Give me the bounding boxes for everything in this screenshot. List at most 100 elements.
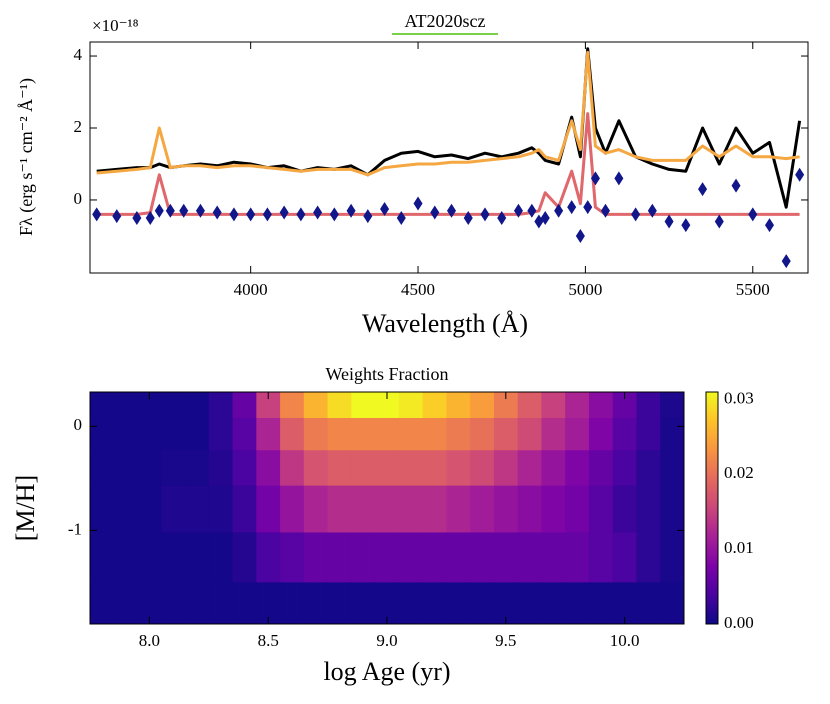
diamond-marker	[363, 209, 373, 224]
diamond-marker	[112, 209, 122, 224]
heatmap-cell	[303, 450, 329, 487]
heatmap-cell	[161, 450, 186, 487]
diamond-marker	[179, 203, 189, 218]
diamond-marker	[647, 203, 657, 218]
heatmap-cell	[470, 450, 495, 487]
heatmap-cell	[208, 582, 234, 625]
heatmap-cell	[90, 582, 115, 625]
heatmap-cell	[137, 485, 162, 533]
diamond-marker	[748, 207, 758, 222]
heatmap-cell	[208, 392, 234, 419]
heatmap-cell	[185, 582, 210, 625]
offset-label: ×10⁻¹⁸	[92, 16, 139, 35]
heatmap-cell	[636, 418, 661, 451]
heatmap-cell	[660, 450, 685, 487]
heatmap-cell	[303, 418, 329, 451]
y-axis-label: Fλ (erg s⁻¹ cm⁻² Å⁻¹)	[16, 78, 37, 236]
heatmap-cell	[303, 485, 329, 533]
heatmap-cell	[422, 485, 447, 533]
heatmap-cell	[612, 532, 637, 583]
heatmap-cell	[327, 532, 352, 583]
heatmap-cell	[398, 418, 424, 451]
heatmap-cell	[137, 418, 162, 451]
heatmap-cell	[375, 532, 400, 583]
heatmap-cell	[660, 582, 685, 625]
heatmap-cell	[161, 582, 186, 625]
heatmap-cell	[113, 392, 139, 419]
heatmap-cell	[660, 418, 685, 451]
heatmap-cell	[517, 418, 542, 451]
diamond-marker	[600, 203, 610, 218]
diamond-marker	[279, 205, 289, 220]
heatmap-cell	[256, 485, 281, 533]
diamond-marker	[575, 228, 585, 243]
heatmap-cell	[113, 532, 139, 583]
heatmap-cell	[280, 532, 305, 583]
heatmap-cell	[398, 485, 424, 533]
heatmap-cell	[470, 532, 495, 583]
heatmap-cell	[327, 582, 352, 625]
heatmap-cell	[565, 485, 590, 533]
heatmap-cell	[375, 485, 400, 533]
heatmap-cell	[493, 450, 519, 487]
heatmap-cell	[280, 392, 305, 419]
diamond-marker	[463, 210, 473, 225]
heatmap-cell	[517, 392, 542, 419]
heatmap-cell	[517, 582, 542, 625]
heatmap-cell	[232, 485, 257, 533]
heatmap-cell	[185, 485, 210, 533]
heatmap-cell	[90, 450, 115, 487]
heatmap-cell	[161, 392, 186, 419]
heatmap-cell	[256, 532, 281, 583]
x-tick-label: 8.5	[258, 631, 279, 650]
axes-frame	[89, 41, 809, 274]
heatmap-cell	[185, 532, 210, 583]
diamond-marker	[664, 214, 674, 229]
y-axis-label: [M/H]	[11, 475, 40, 541]
heatmap-cell	[398, 392, 424, 419]
diamond-marker	[132, 210, 142, 225]
diamond-marker	[781, 254, 791, 269]
x-tick-label: 4500	[401, 280, 435, 299]
diamond-marker	[447, 203, 457, 218]
heatmap-cell	[588, 532, 614, 583]
heatmap-cell	[541, 485, 566, 533]
heatmap-cell	[90, 485, 115, 533]
heatmap-cell	[422, 418, 447, 451]
diamond-marker	[795, 167, 805, 182]
heatmap-cell	[446, 418, 471, 451]
heatmap-cell	[232, 418, 257, 451]
heatmap-cell	[90, 418, 115, 451]
heatmap-cell	[660, 485, 685, 533]
x-tick-label: 5500	[736, 280, 770, 299]
diamond-marker	[380, 201, 390, 216]
x-tick-label: 4000	[234, 280, 268, 299]
heatmap-cell	[588, 418, 614, 451]
heatmap-cell	[470, 418, 495, 451]
heatmap-cell	[351, 392, 376, 419]
heatmap-cell	[113, 418, 139, 451]
diamond-marker	[145, 210, 155, 225]
heatmap-cell	[137, 450, 162, 487]
diamond-marker	[329, 207, 339, 222]
heatmap-cell	[470, 582, 495, 625]
diamond-marker	[527, 203, 537, 218]
heatmap-cell	[208, 532, 234, 583]
diamond-marker	[614, 171, 624, 186]
diamond-marker	[396, 210, 406, 225]
heatmap-cell	[327, 485, 352, 533]
heatmap-cell	[636, 532, 661, 583]
heatmap-cell	[636, 392, 661, 419]
heatmap-cell	[446, 450, 471, 487]
x-tick-label: 8.0	[139, 631, 160, 650]
heatmap-cell	[256, 418, 281, 451]
diamond-marker	[480, 207, 490, 222]
heatmap-cell	[208, 450, 234, 487]
diamond-marker	[229, 207, 239, 222]
heatmap-cell	[588, 582, 614, 625]
heatmap-cell	[232, 450, 257, 487]
diamond-marker	[698, 182, 708, 197]
diamond-marker	[296, 207, 306, 222]
heatmap-cell	[493, 418, 519, 451]
